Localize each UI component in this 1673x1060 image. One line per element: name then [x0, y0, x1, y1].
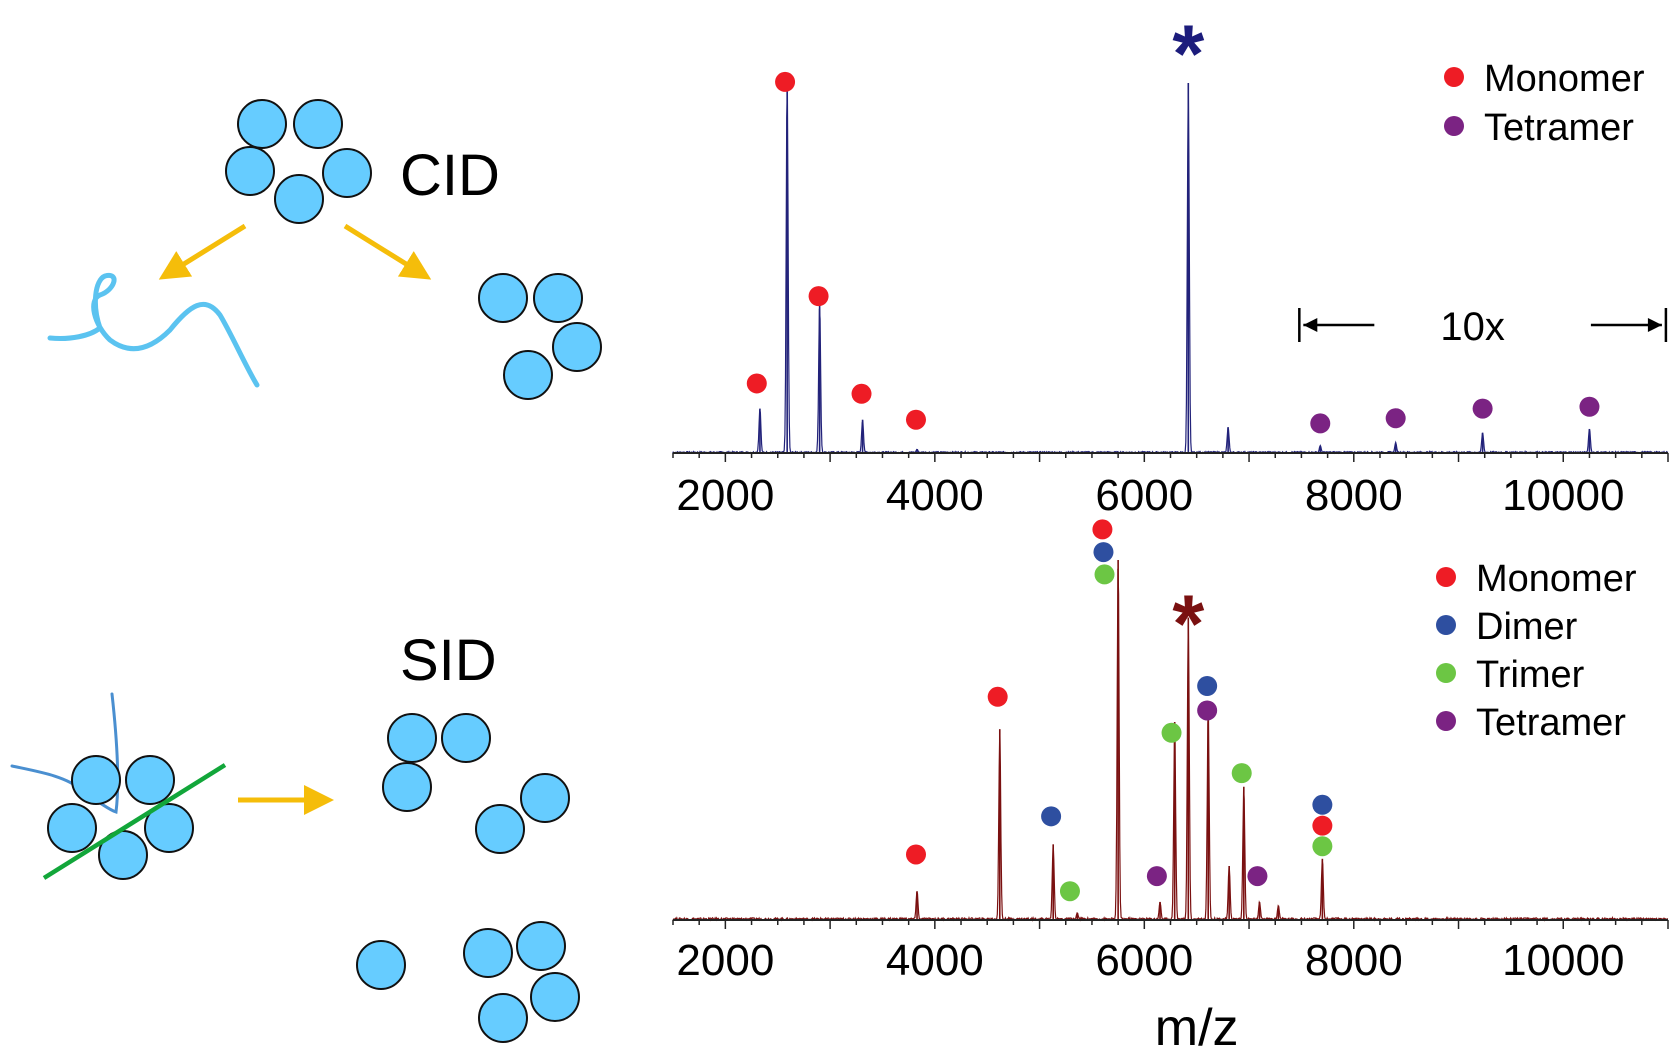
legend-label: Trimer [1476, 654, 1585, 696]
x-tick-label: 4000 [886, 471, 984, 520]
legend-dot [1444, 116, 1464, 136]
mag-right-head [1647, 318, 1662, 332]
x-tick-label: 10000 [1502, 936, 1624, 985]
marker-monomer [808, 286, 829, 307]
sid-products [356, 713, 580, 1043]
marker-tetramer [1247, 866, 1268, 887]
marker-tetramer [1310, 413, 1331, 434]
marker-trimer [1059, 881, 1080, 902]
legend: Monomer Tetramer [1444, 58, 1645, 149]
spectrum-panel-2: 2000 4000 6000 8000 10000 m/z * Monomer Dimer Tri… [672, 519, 1669, 1057]
marker-monomer [905, 844, 926, 865]
x-tick-label: 8000 [1305, 471, 1403, 520]
marker-trimer [1094, 564, 1115, 585]
sid-schematic: SID [10, 628, 580, 1043]
cid-label: CID [400, 143, 500, 208]
legend-label: Tetramer [1484, 107, 1634, 149]
marker-tetramer [1472, 398, 1493, 419]
marker-monomer [746, 373, 767, 394]
sid-released-chain [10, 692, 120, 815]
spectra: 2000 4000 6000 8000 10000 * 10x Monomer Tetramer… [672, 9, 1669, 1057]
marker-tetramer [1579, 396, 1600, 417]
marker-monomer [775, 71, 796, 92]
x-tick-label: 6000 [1095, 936, 1193, 985]
marker-tetramer [1197, 700, 1218, 721]
cid-product-trimer [478, 273, 602, 400]
cid-schematic: CID [47, 99, 602, 400]
cid-arrow-left [158, 223, 247, 280]
x-tick-label: 8000 [1305, 936, 1403, 985]
unfolded-monomer-chain [47, 272, 260, 388]
legend-label: Monomer [1476, 558, 1637, 600]
star-marker: * [1172, 9, 1204, 100]
x-tick-label: 10000 [1502, 471, 1624, 520]
x-tick-label: 2000 [676, 936, 774, 985]
legend-dot [1436, 663, 1456, 683]
legend-label: Tetramer [1476, 702, 1626, 744]
legend-label: Monomer [1484, 58, 1645, 100]
marker-trimer [1312, 836, 1333, 857]
marker-dimer [1093, 542, 1114, 563]
x-tick-label: 6000 [1095, 471, 1193, 520]
cid-complex [225, 99, 372, 224]
sid-surface-line [42, 763, 227, 880]
legend-label: Dimer [1476, 606, 1578, 648]
x-tick-label: 2000 [676, 471, 774, 520]
marker-dimer [1197, 676, 1218, 696]
marker-trimer [1161, 722, 1182, 743]
cid-arrow-right [343, 223, 432, 280]
x-axis-label: m/z [1155, 999, 1239, 1057]
legend-dot [1436, 567, 1456, 587]
legend-dot [1436, 615, 1456, 635]
marker-monomer [987, 686, 1008, 707]
marker-tetramer [1146, 866, 1167, 887]
marker-monomer [1312, 815, 1333, 836]
star-marker: * [1172, 579, 1204, 670]
legend: Monomer Dimer Trimer Tetramer [1436, 558, 1637, 744]
marker-monomer [1092, 519, 1113, 540]
marker-monomer [905, 409, 926, 430]
sid-complex [47, 755, 194, 880]
marker-tetramer [1385, 408, 1406, 429]
magnification-annotation: 10x [1298, 305, 1668, 349]
marker-monomer [851, 383, 872, 404]
sid-label: SID [400, 628, 497, 693]
legend-dot [1444, 67, 1464, 87]
mag-label: 10x [1440, 305, 1505, 349]
x-tick-label: 4000 [886, 936, 984, 985]
marker-trimer [1231, 763, 1252, 784]
spectrum-panel-1: 2000 4000 6000 8000 10000 * 10x Monomer Tetramer [672, 9, 1669, 520]
mag-left-head [1303, 318, 1318, 332]
marker-dimer [1041, 806, 1062, 827]
marker-dimer [1312, 794, 1333, 815]
legend-dot [1436, 711, 1456, 731]
